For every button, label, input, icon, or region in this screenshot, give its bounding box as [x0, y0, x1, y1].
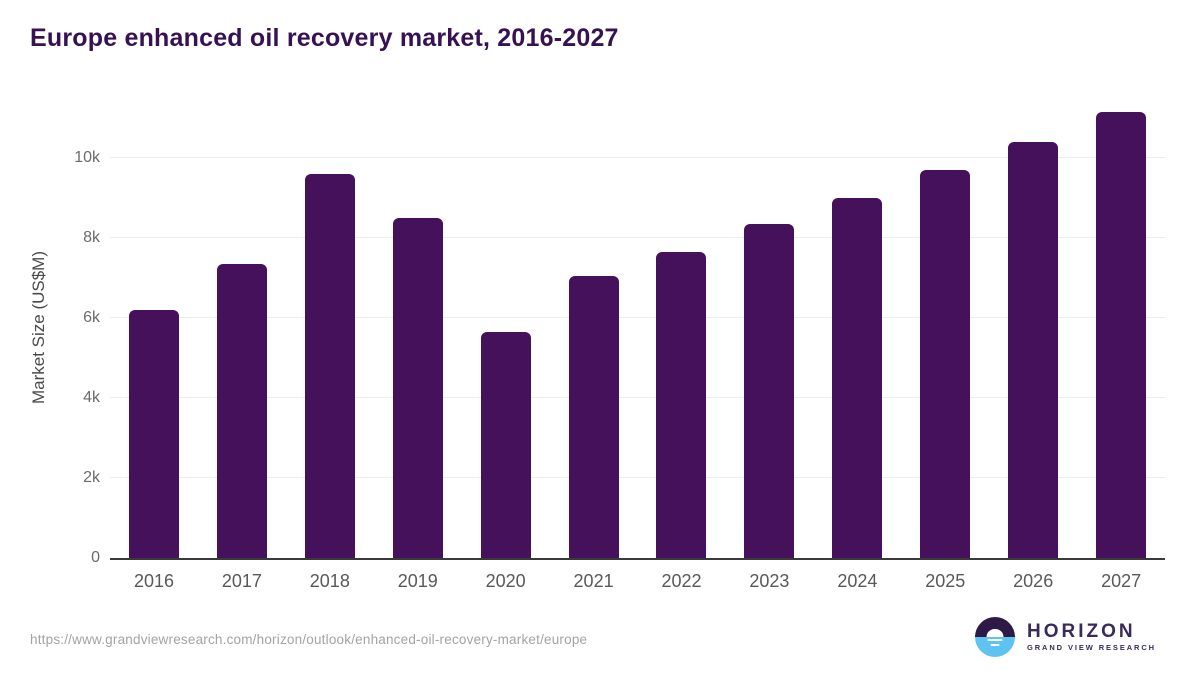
bar-slot: 2022 [638, 98, 726, 591]
plot-area: 2016 2017 2018 2019 2020 2021 2022 2023 2024 2025… [110, 98, 1165, 591]
bar-2018[interactable] [304, 174, 355, 558]
y-axis-ticks: 0 2k 4k 6k 8k 10k [30, 98, 100, 566]
y-tick-label: 10k [74, 149, 100, 166]
bar-slot: 2016 [110, 98, 198, 591]
bar-slot: 2024 [813, 98, 901, 591]
x-tick-label: 2021 [573, 571, 614, 591]
x-tick-label: 2024 [837, 571, 878, 591]
bar-2025[interactable] [920, 170, 971, 558]
gridline [110, 477, 1165, 478]
bar-2023[interactable] [744, 224, 795, 558]
y-tick-label: 0 [91, 549, 100, 566]
bar-slot: 2020 [462, 98, 550, 591]
bar-slot: 2021 [550, 98, 638, 591]
bar-slot: 2017 [198, 98, 286, 591]
bar-2016[interactable] [128, 310, 179, 558]
sun-dome-shape [986, 628, 1004, 637]
reflection-dash [990, 643, 1000, 646]
bar-2019[interactable] [392, 218, 443, 558]
x-tick-label: 2019 [397, 571, 438, 591]
logo-subtitle: GRAND VIEW RESEARCH [1026, 643, 1156, 653]
x-tick-label: 2026 [1013, 571, 1054, 591]
logo-text: HORIZON GRAND VIEW RESEARCH [1027, 622, 1156, 652]
x-tick-label: 2020 [485, 571, 526, 591]
y-tick-label: 8k [83, 229, 100, 246]
y-tick-label: 6k [83, 309, 100, 326]
y-tick-label: 4k [83, 389, 100, 406]
bars: 2016 2017 2018 2019 2020 2021 2022 2023 2024 2025… [110, 98, 1165, 591]
horizon-logo: HORIZON GRAND VIEW RESEARCH [974, 617, 1156, 657]
x-tick-label: 2025 [925, 571, 966, 591]
x-tick-label: 2027 [1101, 571, 1142, 591]
gridlines [110, 98, 1165, 558]
horizon-logo-icon [974, 617, 1015, 657]
source-url: https://www.grandviewresearch.com/horizo… [30, 632, 588, 647]
gridline [110, 157, 1165, 158]
bar-2026[interactable] [1008, 142, 1059, 558]
x-tick-label: 2018 [309, 571, 350, 591]
bar-2020[interactable] [480, 332, 531, 558]
bar-slot: 2025 [901, 98, 989, 591]
x-tick-label: 2016 [133, 571, 174, 591]
x-tick-label: 2017 [221, 571, 262, 591]
bar-2027[interactable] [1096, 112, 1147, 558]
bar-slot: 2018 [286, 98, 374, 591]
bar-slot: 2027 [1077, 98, 1165, 591]
reflection-dash [987, 638, 1003, 641]
bar-slot: 2026 [989, 98, 1077, 591]
bar-2024[interactable] [832, 198, 883, 558]
bar-2017[interactable] [216, 264, 267, 558]
bar-2022[interactable] [656, 252, 707, 558]
y-tick-label: 2k [83, 469, 100, 486]
x-tick-label: 2023 [749, 571, 790, 591]
gridline [110, 317, 1165, 318]
x-tick-label: 2022 [661, 571, 702, 591]
bar-slot: 2019 [374, 98, 462, 591]
logo-name: HORIZON [1026, 621, 1136, 643]
gridline [110, 397, 1165, 398]
bar-2021[interactable] [568, 276, 619, 558]
gridline [110, 237, 1165, 238]
bar-slot: 2023 [725, 98, 813, 591]
chart-title: Europe enhanced oil recovery market, 201… [30, 24, 619, 52]
